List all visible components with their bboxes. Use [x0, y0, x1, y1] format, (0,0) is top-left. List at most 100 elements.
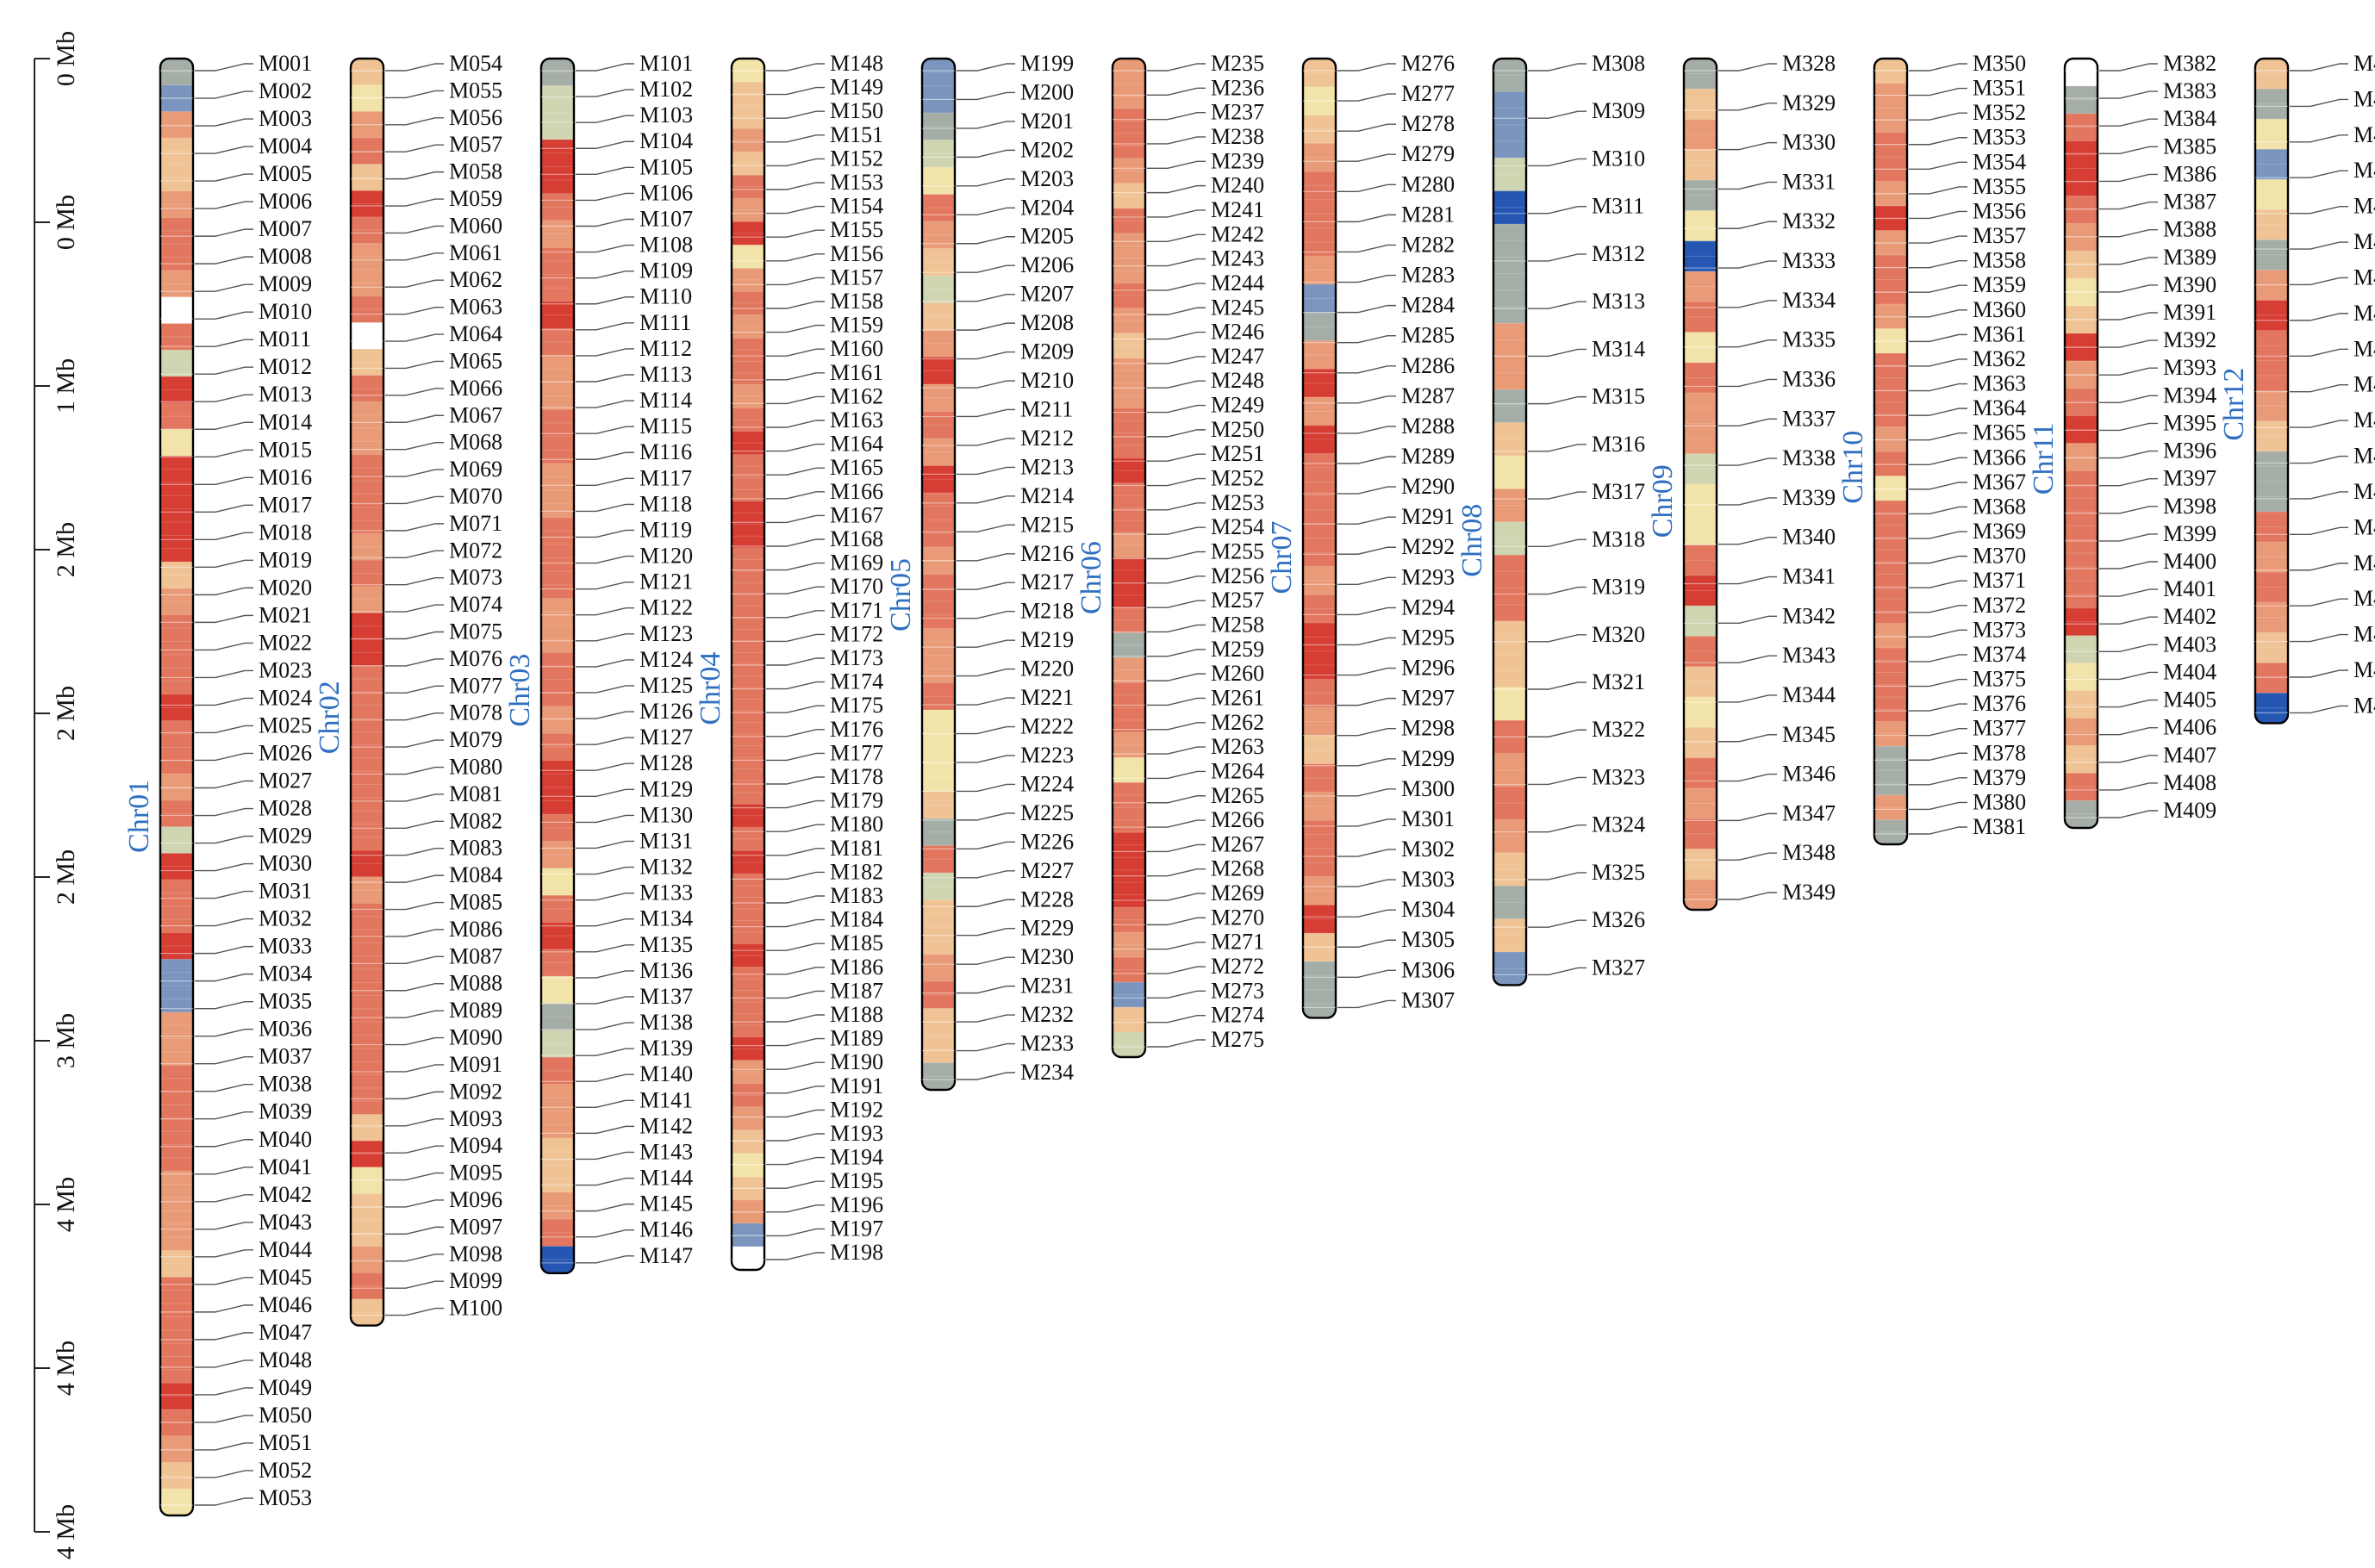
scale-tick-label: 4 Mb — [52, 1341, 80, 1396]
chromosome-band — [160, 456, 193, 483]
chromosome-band — [160, 323, 193, 351]
marker-leader-line — [1909, 137, 1967, 146]
marker-leader-line — [957, 1042, 1015, 1052]
marker-label: M303 — [1401, 867, 1455, 892]
marker-leader-line — [2099, 561, 2158, 569]
chromosome-band — [1113, 657, 1145, 683]
marker-leader-line — [2099, 699, 2158, 708]
marker-leader-line — [576, 581, 634, 590]
marker-leader-line — [2290, 313, 2348, 321]
marker-label: M173 — [830, 645, 883, 670]
marker-leader-line — [195, 532, 253, 541]
marker-label: M254 — [1211, 514, 1264, 539]
marker-leader-line — [1337, 426, 1396, 434]
marker-leader-line — [1718, 892, 1777, 900]
marker-label: M427 — [2353, 657, 2375, 682]
chromosome-band — [2255, 542, 2288, 573]
chromosome-band — [1684, 575, 1717, 607]
chromosome-band — [160, 986, 193, 1013]
marker-label: M388 — [2163, 217, 2216, 242]
marker-leader-line — [1147, 477, 1206, 487]
marker-label: M276 — [1401, 51, 1455, 76]
marker-label: M149 — [830, 75, 883, 100]
chromosome-chr10: Chr10M350M351M352M353M354M355M356M357M35… — [1837, 51, 2026, 846]
chromosome-band — [2255, 632, 2288, 663]
marker-label: M155 — [830, 217, 883, 242]
marker-label: M119 — [639, 517, 692, 542]
marker-label: M397 — [2163, 466, 2216, 491]
chromosome-band — [351, 744, 383, 772]
scale-tick-label: 2 Mb — [52, 849, 80, 905]
marker-leader-line — [766, 158, 825, 167]
marker-label: M126 — [639, 699, 693, 724]
chromosome-band — [160, 614, 193, 642]
marker-label: M166 — [830, 479, 883, 504]
chromosome-name: Chr12 — [2218, 368, 2250, 441]
marker-label: M221 — [1020, 685, 1074, 710]
marker-label: M251 — [1211, 441, 1264, 466]
chromosome-band — [1493, 620, 1526, 655]
chromosome-band — [1493, 521, 1526, 556]
marker-leader-line — [1337, 365, 1396, 374]
chromosome-band — [1113, 432, 1145, 459]
chromosome-band — [160, 1144, 193, 1172]
marker-label: M402 — [2163, 604, 2216, 629]
marker-label: M419 — [2353, 372, 2375, 397]
marker-label: M308 — [1592, 51, 1645, 76]
marker-leader-line — [385, 1307, 444, 1316]
marker-leader-line — [385, 360, 444, 370]
marker-leader-line — [385, 901, 444, 911]
marker-leader-line — [766, 633, 825, 643]
marker-leader-line — [1909, 555, 1967, 564]
marker-label: M379 — [1973, 765, 2026, 790]
marker-leader-line — [766, 253, 825, 262]
chromosome-band — [541, 328, 574, 357]
marker-leader-line — [957, 697, 1015, 706]
marker-leader-line — [576, 1151, 634, 1160]
marker-label: M148 — [830, 51, 883, 76]
marker-leader-line — [2099, 755, 2158, 763]
marker-leader-line — [766, 467, 825, 476]
chromosome-band — [351, 1035, 383, 1062]
marker-leader-line — [195, 1194, 253, 1203]
chromosome-band — [351, 1220, 383, 1248]
marker-label: M334 — [1782, 288, 1836, 313]
marker-leader-line — [385, 1226, 444, 1235]
chromosome-band — [1684, 119, 1717, 151]
marker-leader-line — [1718, 655, 1777, 663]
marker-leader-line — [1147, 160, 1206, 169]
marker-label: M270 — [1211, 905, 1264, 930]
chromosome-band — [541, 976, 574, 1005]
marker-label: M322 — [1592, 717, 1645, 742]
chromosome-name: Chr04 — [695, 652, 726, 725]
marker-leader-line — [1528, 538, 1586, 548]
marker-leader-line — [576, 996, 634, 1005]
chromosome-band — [2255, 89, 2288, 120]
chromosome-band — [732, 175, 764, 199]
marker-leader-line — [195, 1304, 253, 1313]
marker-label: M234 — [1020, 1060, 1074, 1085]
chromosome-band — [1303, 961, 1336, 991]
chromosome-band — [1684, 757, 1717, 789]
chromosome-band — [2065, 745, 2098, 774]
marker-label: M017 — [259, 492, 312, 517]
marker-label: M343 — [1782, 643, 1836, 668]
marker-leader-line — [1909, 259, 1967, 269]
marker-label: M280 — [1401, 171, 1455, 196]
chromosome-band — [1493, 124, 1526, 159]
chromosome-band — [1303, 227, 1336, 257]
chromosome-band — [732, 990, 764, 1015]
marker-leader-line — [1718, 339, 1777, 348]
chromosome-band — [160, 1223, 193, 1252]
marker-label: M289 — [1401, 444, 1455, 469]
marker-label: M296 — [1401, 656, 1455, 681]
marker-leader-line — [957, 264, 1015, 273]
marker-leader-line — [2290, 633, 2348, 643]
marker-leader-line — [195, 973, 253, 982]
chromosome-band — [351, 613, 383, 640]
marker-label: M374 — [1973, 642, 2026, 667]
marker-leader-line — [2099, 616, 2158, 625]
marker-leader-line — [766, 610, 825, 619]
chromosome-outline — [1111, 57, 1147, 1059]
marker-leader-line — [2099, 146, 2158, 155]
